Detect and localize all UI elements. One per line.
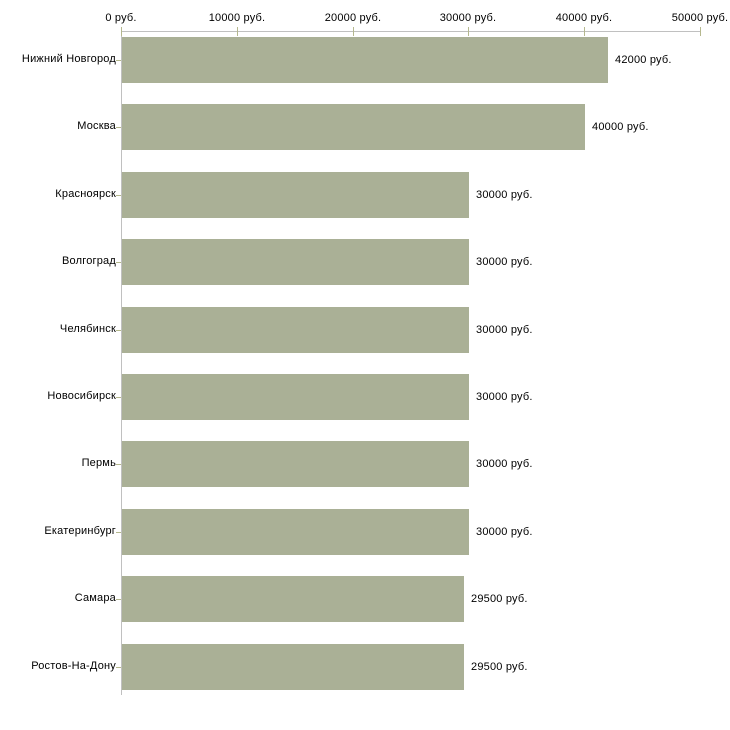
x-axis-tick-mark [468, 27, 469, 36]
x-axis-tick-label: 30000 руб. [439, 12, 497, 24]
x-axis-tick-label: 0 руб. [105, 12, 137, 24]
bar [122, 509, 469, 555]
x-axis-tick-mark [121, 27, 122, 36]
bar [122, 104, 585, 150]
category-tick-mark [116, 599, 121, 600]
category-tick-mark [116, 60, 121, 61]
value-label: 29500 руб. [471, 593, 528, 605]
bar [122, 307, 469, 353]
value-label: 30000 руб. [476, 391, 533, 403]
x-axis-tick-mark [584, 27, 585, 36]
category-label: Ростов-На-Дону [31, 660, 116, 672]
value-label: 30000 руб. [476, 458, 533, 470]
category-label: Екатеринбург [44, 525, 116, 537]
category-label: Нижний Новгород [21, 53, 116, 65]
category-label: Волгоград [62, 255, 116, 267]
x-axis-tick-label: 50000 руб. [671, 12, 729, 24]
bar [122, 37, 608, 83]
category-tick-mark [116, 330, 121, 331]
x-axis-tick-label: 10000 руб. [208, 12, 266, 24]
bar [122, 172, 469, 218]
category-tick-mark [116, 464, 121, 465]
x-axis-tick-mark [237, 27, 238, 36]
value-label: 30000 руб. [476, 324, 533, 336]
bar [122, 374, 469, 420]
value-label: 30000 руб. [476, 189, 533, 201]
x-axis-tick-label: 20000 руб. [324, 12, 382, 24]
category-tick-mark [116, 127, 121, 128]
bar [122, 644, 464, 690]
category-tick-mark [116, 667, 121, 668]
y-axis-line [121, 31, 122, 695]
value-label: 30000 руб. [476, 256, 533, 268]
value-label: 40000 руб. [592, 121, 649, 133]
value-label: 42000 руб. [615, 54, 672, 66]
category-tick-mark [116, 532, 121, 533]
category-label: Москва [77, 120, 116, 132]
value-label: 29500 руб. [471, 661, 528, 673]
x-axis-tick-label: 40000 руб. [555, 12, 613, 24]
category-tick-mark [116, 195, 121, 196]
bar [122, 239, 469, 285]
category-label: Пермь [81, 457, 116, 469]
category-label: Новосибирск [47, 390, 116, 402]
x-axis-line [121, 31, 701, 32]
category-tick-mark [116, 397, 121, 398]
value-label: 30000 руб. [476, 526, 533, 538]
bar [122, 441, 469, 487]
category-tick-mark [116, 262, 121, 263]
x-axis-tick-mark [700, 27, 701, 36]
bar [122, 576, 464, 622]
x-axis-tick-mark [353, 27, 354, 36]
category-label: Красноярск [55, 188, 116, 200]
category-label: Челябинск [59, 323, 116, 335]
category-label: Самара [74, 592, 116, 604]
